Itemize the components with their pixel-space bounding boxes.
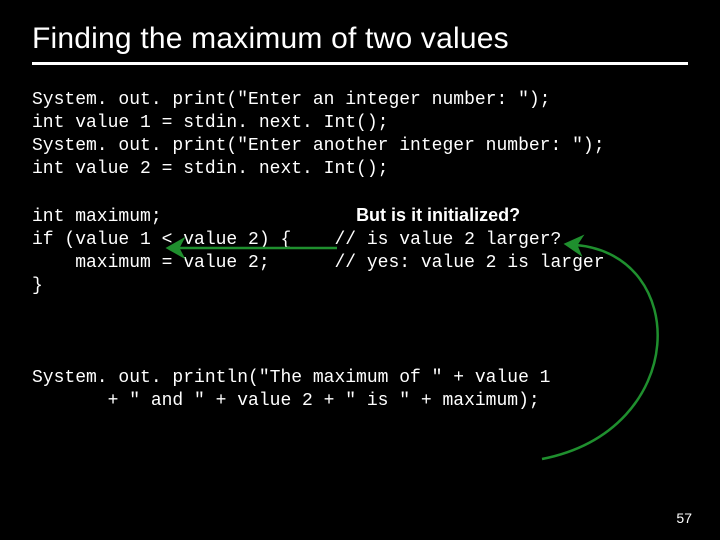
- page-number: 57: [676, 510, 692, 526]
- code-line-1: System. out. print("Enter an integer num…: [32, 90, 550, 110]
- code-line-3: System. out. print("Enter another intege…: [32, 136, 605, 156]
- title-underline: [32, 62, 688, 65]
- code-line-2: int value 1 = stdin. next. Int();: [32, 113, 388, 133]
- code-line-13: System. out. println("The maximum of " +…: [32, 368, 550, 388]
- code-line-4: int value 2 = stdin. next. Int();: [32, 159, 388, 179]
- code-line-7-comment: // is value 2 larger?: [334, 230, 561, 250]
- code-line-8-pre: maximum = value 2;: [32, 253, 270, 273]
- code-block: System. out. print("Enter an integer num…: [32, 89, 688, 413]
- code-line-7-pre: if (value 1 < value 2) {: [32, 230, 291, 250]
- code-line-8-comment: // yes: value 2 is larger: [334, 253, 604, 273]
- slide-title: Finding the maximum of two values: [32, 22, 688, 56]
- code-line-6-pre: int maximum;: [32, 207, 162, 227]
- code-line-9: }: [32, 276, 43, 296]
- callout-text: But is it initialized?: [356, 205, 520, 225]
- code-line-14: + " and " + value 2 + " is " + maximum);: [32, 391, 540, 411]
